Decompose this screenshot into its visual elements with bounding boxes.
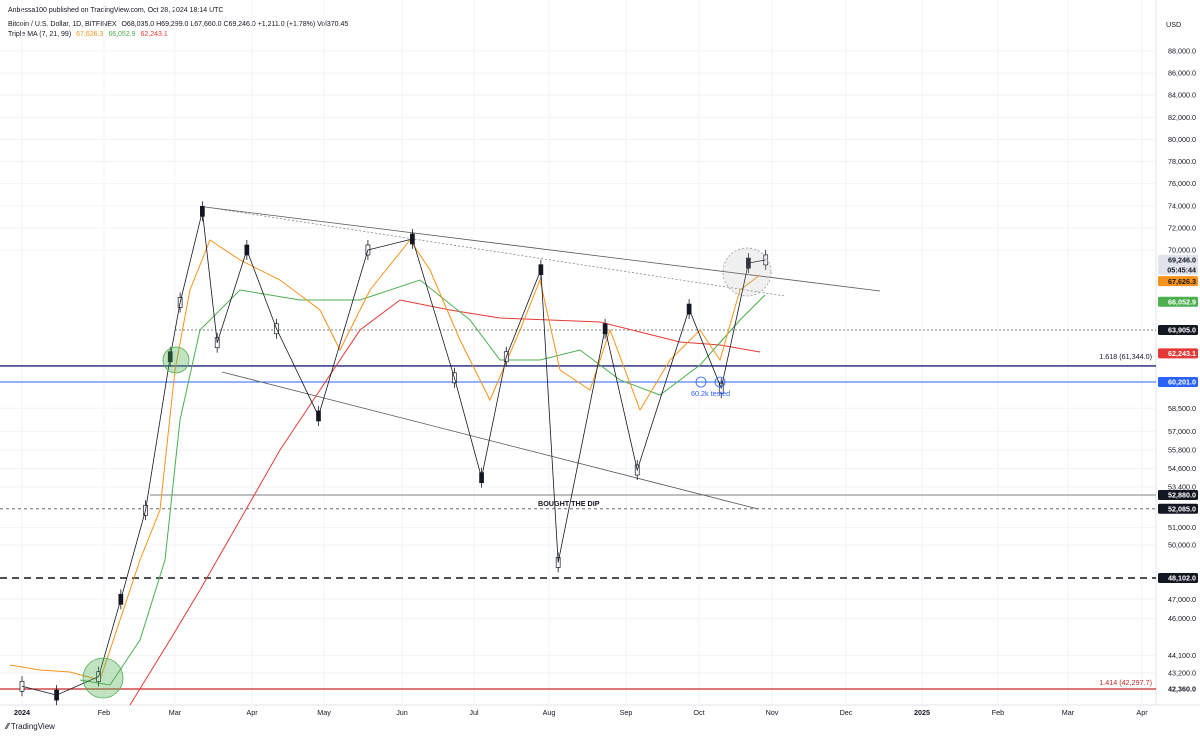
indicator-name: Triple MA (7, 21, 99) [8,31,72,38]
price-tick-label: 78,000.0 [1168,157,1196,166]
candles [19,201,769,706]
price-marker [1158,348,1198,359]
price-tick-label: 55,800.0 [1168,445,1196,454]
highlight-circle-feb [82,657,124,699]
price-marker-label: 63,905.0 [1168,326,1196,335]
price-marker [1158,254,1198,265]
symbol-line: Bitcoin / U.S. Dollar, 1D, BITFINEX O68,… [8,20,351,30]
price-marker [1158,264,1198,275]
price-tick-label: 50,000.0 [1168,541,1196,550]
price-marker [1158,503,1198,514]
indicator-line: Triple MA (7, 21, 99) 67,626.3 66,052.9 … [8,30,171,40]
time-tick-label: Apr [1136,708,1148,717]
price-tick-label: 72,000.0 [1168,223,1196,232]
price-marker [1158,325,1198,335]
price-tick-label: 82,000.0 [1168,113,1196,122]
price-markers: 69,246.005:45:44 67,626.3 66,052.9 63,905.0… [1158,254,1198,694]
tradingview-logo: ⁄⁄ TradingView [6,722,55,731]
price-path [21,211,766,696]
price-tick-label: 58,500.0 [1168,404,1196,413]
price-marker-label: 62,243.1 [1168,349,1196,358]
price-tick-label: 53,400.0 [1168,482,1196,491]
time-tick-label: Jul [469,708,479,717]
price-marker-label: 42,360.0 [1168,685,1196,694]
tested-label: 60.2k tested [691,389,730,398]
test-circle-1 [695,376,707,388]
price-marker [1158,490,1198,500]
price-marker-label: 48,102.0 [1168,574,1196,583]
price-marker-label: 52,880.0 [1168,491,1196,500]
highlight-circle-mar [162,346,190,374]
publish-info: Anbessa100 published on TradingView.com,… [8,7,224,14]
price-marker-label: 60,201.0 [1168,378,1196,387]
trendlines [204,206,881,510]
ma-fast-value: 67,626.3 [76,31,104,38]
time-tick-label: Feb [992,708,1004,717]
time-tick-label: 2024 [14,708,30,717]
price-marker [1158,377,1198,387]
footer-brand: TradingView [10,722,55,731]
time-tick-label: 2025 [914,708,930,717]
highlight-circle-oct [722,247,772,297]
time-tick-label: Oct [693,708,704,717]
price-tick-label: 76,000.0 [1168,179,1196,188]
price-marker-label: 67,626.3 [1168,277,1196,286]
symbol-title: Bitcoin / U.S. Dollar, 1D, BITFINEX [8,21,117,28]
upper-trendline [204,206,881,292]
price-axis[interactable]: 88,000.0 86,000.0 84,000.0 82,000.0 80,000.0… [1168,47,1196,678]
ma-slow-value: 62,243.1 [140,31,168,38]
price-marker [1158,684,1198,694]
moving-averages [9,239,766,706]
price-tick-label: 74,000.0 [1168,201,1196,210]
fib-1414-label: 1.414 (42,297.7) [1099,678,1152,687]
price-marker-label: 66,052.9 [1168,297,1196,306]
price-tick-label: 70,000.0 [1168,246,1196,255]
price-tick-label: 57,000.0 [1168,427,1196,436]
ma-slow-line [129,299,761,706]
ohlc-values: O68,035.0 H69,299.0 L67,660.0 C69,246.0 … [121,21,349,28]
price-tick-label: 44,100.0 [1168,651,1196,660]
currency-label: USD [1166,20,1181,29]
ma-mid-value: 66,052.9 [108,31,136,38]
time-tick-label: Mar [1062,708,1075,717]
highlight-circles [82,247,772,699]
price-tick-label: 86,000.0 [1168,69,1196,78]
time-tick-label: Sep [620,708,633,717]
price-tick-label: 88,000.0 [1168,47,1196,56]
price-marker-label: 69,246.0 [1168,255,1196,264]
fib-1618-label: 1.618 (61,344.0) [1099,352,1152,361]
price-marker [1158,573,1198,583]
lower-trendline [221,371,759,510]
time-axis[interactable]: 2024 Feb Mar Apr May Jun Jul Aug Sep Oct Nov Dec 202… [14,708,1148,717]
price-tick-label: 80,000.0 [1168,135,1196,144]
time-tick-label: Dec [840,708,853,717]
ma-fast-line [9,239,761,681]
time-tick-label: Aug [543,708,556,717]
price-tick-label: 54,600.0 [1168,464,1196,473]
time-tick-label: Jun [396,708,408,717]
time-tick-label: May [317,708,331,717]
price-tick-label: 47,000.0 [1168,595,1196,604]
bought-dip-label: BOUGHT THE DIP [538,499,600,508]
price-tick-label: 43,200.0 [1168,668,1196,677]
price-marker [1158,276,1198,287]
time-tick-label: Apr [246,708,258,717]
price-tick-label: 51,000.0 [1168,523,1196,532]
price-tick-label: 46,000.0 [1168,614,1196,623]
time-tick-label: Feb [98,708,110,717]
time-tick-label: Nov [766,708,779,717]
price-marker [1158,296,1198,307]
horizontal-levels [0,329,1156,690]
ma-mid-line [79,279,766,686]
time-tick-label: Mar [169,708,182,717]
annotations: 1.618 (61,344.0) 1.414 (42,297.7) 60.2k … [538,352,1152,687]
price-marker-label: 05:45:44 [1167,265,1196,274]
price-tick-label: 84,000.0 [1168,91,1196,100]
test-circle-2 [714,376,726,388]
price-marker-label: 52,085.0 [1168,504,1196,513]
dashed-trendline [204,206,786,297]
